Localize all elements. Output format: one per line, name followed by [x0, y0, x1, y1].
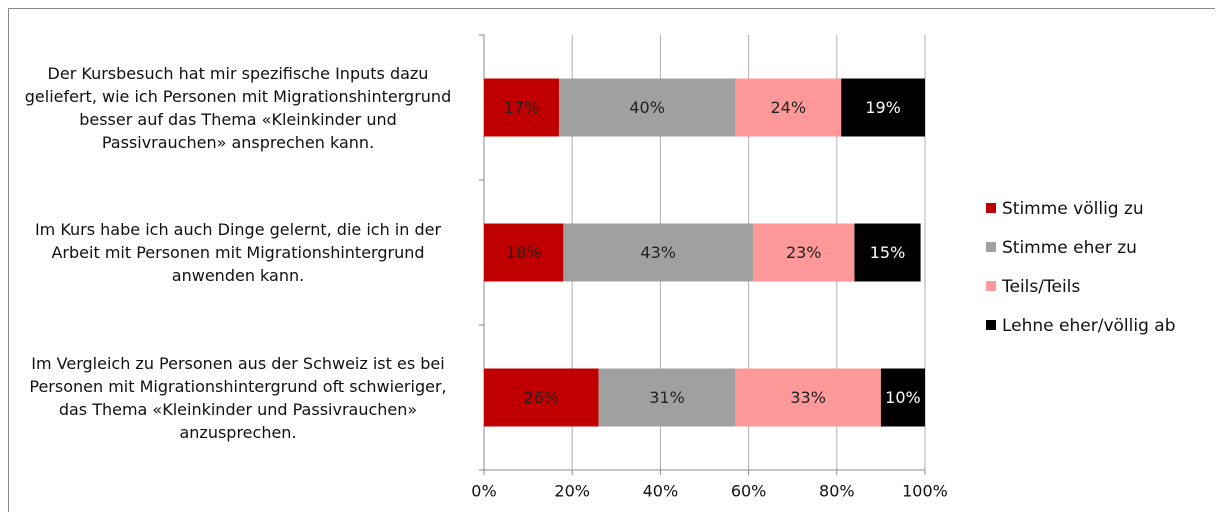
legend-swatch — [986, 203, 996, 213]
bar-segment — [598, 368, 736, 427]
bar-segment — [735, 78, 842, 137]
data-label: 33% — [790, 388, 826, 407]
bar-segment — [484, 78, 559, 137]
category-label: Der Kursbesuch hat mir spezifische Input… — [24, 63, 452, 152]
bar-segment — [735, 368, 881, 427]
bar-segment — [753, 223, 855, 282]
chart-frame — [8, 8, 1215, 512]
data-label: 23% — [786, 243, 822, 262]
bar-segment — [841, 78, 925, 137]
x-tick-label: 100% — [902, 482, 948, 501]
category-label: Im Vergleich zu Personen aus der Schweiz… — [29, 353, 447, 442]
legend-label: Lehne eher/völlig ab — [1002, 316, 1176, 336]
category-label: Im Kurs habe ich auch Dinge gelernt, die… — [34, 220, 442, 285]
data-label: 40% — [629, 98, 665, 117]
legend-swatch — [986, 281, 996, 291]
x-tick-label: 0% — [471, 482, 496, 501]
data-label: 17% — [504, 98, 540, 117]
data-label: 43% — [640, 243, 676, 262]
bar-segment — [484, 368, 599, 427]
legend-swatch — [986, 320, 996, 330]
bar-segment — [563, 223, 754, 282]
legend-label: Stimme eher zu — [1002, 238, 1137, 258]
legend-swatch — [986, 242, 996, 252]
data-label: 24% — [771, 98, 807, 117]
x-tick-label: 80% — [819, 482, 855, 501]
bar-segment — [484, 223, 564, 282]
data-label: 18% — [506, 243, 542, 262]
bar-segment — [558, 78, 736, 137]
data-label: 26% — [524, 388, 560, 407]
data-label: 10% — [885, 388, 921, 407]
bar-segment — [880, 368, 925, 427]
data-label: 31% — [649, 388, 685, 407]
x-tick-label: 40% — [643, 482, 679, 501]
x-tick-label: 60% — [731, 482, 767, 501]
data-label: 19% — [865, 98, 901, 117]
bar-segment — [854, 223, 921, 282]
legend-label: Teils/Teils — [1001, 277, 1080, 297]
legend-label: Stimme völlig zu — [1002, 199, 1144, 219]
data-label: 15% — [870, 243, 906, 262]
x-tick-label: 20% — [554, 482, 590, 501]
